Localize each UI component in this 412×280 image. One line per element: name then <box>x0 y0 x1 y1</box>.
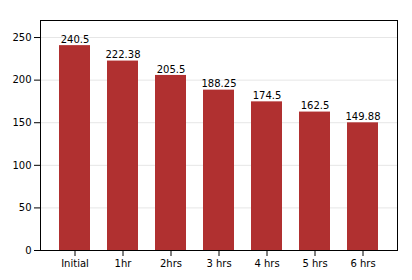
svg-text:200: 200 <box>12 74 31 85</box>
svg-text:0: 0 <box>25 245 31 256</box>
svg-text:174.5: 174.5 <box>253 90 282 101</box>
svg-text:150: 150 <box>12 117 31 128</box>
svg-text:240.5: 240.5 <box>61 34 90 45</box>
svg-text:50: 50 <box>19 202 32 213</box>
svg-text:Initial: Initial <box>61 258 89 269</box>
svg-text:6 hrs: 6 hrs <box>350 258 375 269</box>
svg-text:3 hrs: 3 hrs <box>206 258 231 269</box>
svg-text:250: 250 <box>12 32 31 43</box>
svg-text:188.25: 188.25 <box>202 78 237 89</box>
svg-text:222.38: 222.38 <box>106 49 141 60</box>
svg-text:5 hrs: 5 hrs <box>302 258 327 269</box>
svg-text:2hrs: 2hrs <box>160 258 182 269</box>
svg-text:149.88: 149.88 <box>346 111 381 122</box>
svg-text:205.5: 205.5 <box>157 64 186 75</box>
svg-text:100: 100 <box>12 160 31 171</box>
svg-text:1hr: 1hr <box>115 258 133 269</box>
svg-text:162.5: 162.5 <box>301 100 330 111</box>
svg-text:4 hrs: 4 hrs <box>254 258 279 269</box>
